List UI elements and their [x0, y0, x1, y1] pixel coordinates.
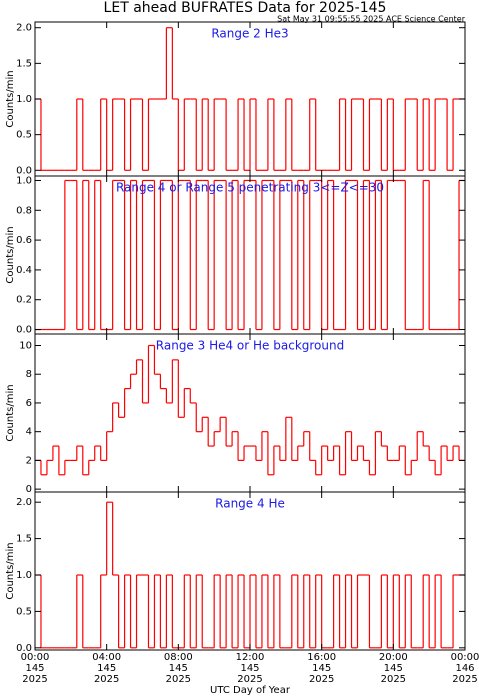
x-tick-label: 12:00	[236, 652, 265, 663]
y-tick-label: 0	[26, 484, 32, 495]
panel-frame	[34, 175, 466, 335]
y-axis-label: Counts/min	[5, 542, 16, 599]
x-tick-label: 00:00	[451, 652, 479, 663]
x-tick-day: 145	[240, 663, 259, 674]
x-tick-day: 145	[312, 663, 331, 674]
chart-title: LET ahead BUFRATES Data for 2025-145	[104, 0, 387, 16]
x-tick-day: 146	[455, 663, 474, 674]
panel-title: Range 3 He4 or He background	[156, 339, 344, 353]
y-tick-label: 2.0	[16, 497, 32, 508]
y-tick-label: 1.0	[16, 94, 32, 105]
y-axis-label: Counts/min	[5, 226, 16, 283]
panel-title: Range 4 He	[215, 497, 285, 511]
y-tick-label: 1.0	[16, 570, 32, 581]
y-tick-label: 1.0	[16, 175, 32, 186]
panel-frame	[34, 333, 466, 493]
y-tick-label: 0.0	[16, 165, 32, 176]
x-axis-label: UTC Day of Year	[210, 685, 291, 696]
x-tick-year: 2025	[237, 674, 262, 685]
x-tick-label: 16:00	[307, 652, 336, 663]
x-tick-day: 145	[97, 663, 116, 674]
y-tick-label: 0.6	[16, 235, 32, 246]
x-tick-year: 2025	[381, 674, 406, 685]
y-tick-label: 1.5	[16, 58, 32, 69]
x-tick-label: 04:00	[92, 652, 121, 663]
y-tick-label: 0.5	[16, 606, 32, 617]
y-tick-label: 8	[26, 369, 32, 380]
y-tick-label: 0.4	[16, 265, 32, 276]
panel-title: Range 2 He3	[211, 27, 288, 41]
x-tick-label: 08:00	[164, 652, 193, 663]
x-tick-year: 2025	[452, 674, 477, 685]
y-tick-label: 10	[19, 340, 32, 351]
timestamp: Sat May 31 09:55:55 2025 ACE Science Cen…	[277, 15, 466, 24]
x-tick-day: 145	[25, 663, 44, 674]
y-tick-label: 6	[26, 398, 32, 409]
x-tick-year: 2025	[22, 674, 47, 685]
y-tick-label: 2	[26, 455, 32, 466]
y-tick-label: 1.5	[16, 534, 32, 545]
y-axis-label: Counts/min	[5, 384, 16, 441]
panel-title: Range 4 or Range 5 penetrating 3<=Z<=30	[116, 181, 384, 195]
y-tick-label: 0.8	[16, 205, 32, 216]
y-tick-label: 0.2	[16, 295, 32, 306]
x-tick-label: 20:00	[379, 652, 408, 663]
y-tick-label: 0.0	[16, 643, 32, 654]
x-tick-day: 145	[384, 663, 403, 674]
y-tick-label: 0.0	[16, 325, 32, 336]
y-tick-label: 0.5	[16, 130, 32, 141]
x-tick-day: 145	[169, 663, 188, 674]
x-tick-year: 2025	[309, 674, 334, 685]
x-tick-label: 00:00	[21, 652, 50, 663]
x-tick-year: 2025	[166, 674, 191, 685]
y-axis-label: Counts/min	[5, 70, 16, 127]
y-tick-label: 4	[26, 427, 32, 438]
x-tick-year: 2025	[94, 674, 119, 685]
y-tick-label: 2.0	[16, 23, 32, 34]
